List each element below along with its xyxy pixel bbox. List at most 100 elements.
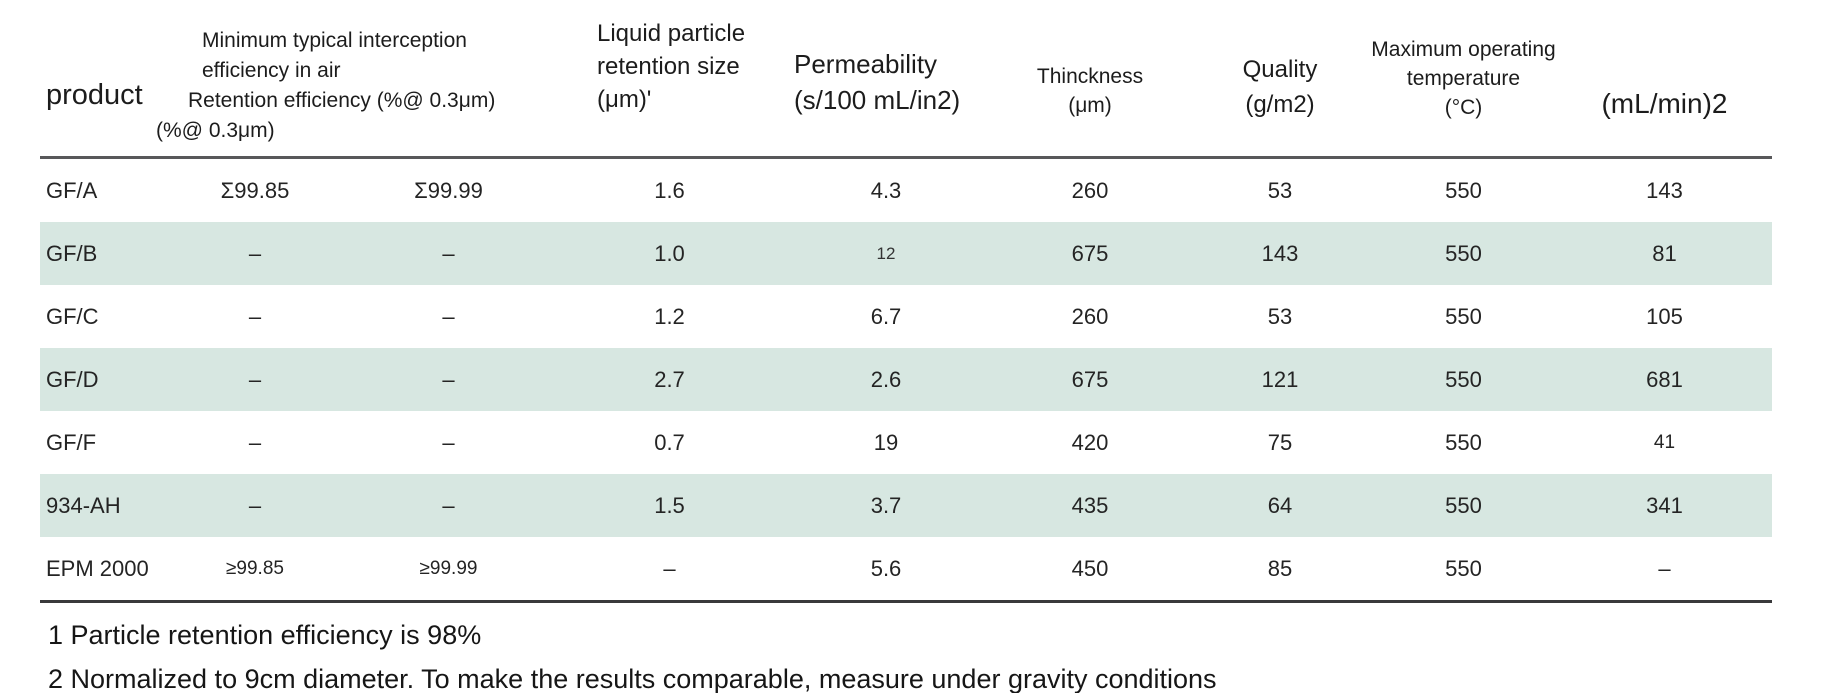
cell-air-eff-2: –	[442, 303, 455, 329]
cell-air-eff-2: ≥99.99	[419, 557, 478, 579]
product-name: GF/C	[46, 303, 99, 329]
table-row-gfd: GF/D – – 2.7 2.6 675 121 550 681	[40, 348, 1772, 411]
col-header-air-line-2: efficiency in air	[202, 59, 341, 82]
col-header-quality-line-1: Quality	[1242, 56, 1318, 83]
cell-air-eff-2: Σ99.99	[414, 177, 483, 203]
footnotes: 1 Particle retention efficiency is 98% 2…	[48, 613, 1825, 693]
cell-permeability: 4.3	[870, 177, 902, 203]
table-row-epm2000: EPM 2000 ≥99.85 ≥99.99 – 5.6 450 85 550 …	[40, 537, 1772, 600]
cell-thickness: 435	[1071, 492, 1109, 518]
col-header-thickness-line-2: (μm)	[1068, 94, 1112, 117]
cell-quality: 75	[1267, 429, 1293, 455]
col-header-quality: Quality (g/m2)	[1190, 52, 1370, 156]
cell-thickness: 260	[1071, 177, 1109, 203]
cell-air-eff-1: –	[248, 240, 262, 266]
cell-air-eff-1: ≥99.85	[226, 557, 284, 579]
cell-flow-rate: 105	[1646, 303, 1683, 329]
cell-permeability: 3.7	[870, 492, 902, 518]
cell-permeability: 6.7	[870, 303, 902, 329]
table-row-gfa: GF/A Σ99.85 Σ99.99 1.6 4.3 260 53 550 14…	[40, 159, 1772, 222]
cell-air-eff-1: –	[248, 366, 262, 392]
cell-air-eff-2: –	[442, 492, 455, 518]
cell-max-temperature: 550	[1445, 177, 1482, 203]
table-row-934ah: 934-AH – – 1.5 3.7 435 64 550 341	[40, 474, 1772, 537]
cell-flow-rate: 681	[1646, 366, 1683, 392]
cell-thickness: 675	[1071, 366, 1109, 392]
col-header-permeability: Permeability (s/100 mL/in2)	[782, 46, 990, 156]
cell-quality: 53	[1267, 303, 1293, 329]
cell-permeability: 12	[876, 243, 896, 263]
table-row-gfb: GF/B – – 1.0 12 675 143 550 81	[40, 222, 1772, 285]
cell-quality: 121	[1261, 366, 1299, 392]
col-header-product-label: product	[46, 79, 143, 111]
cell-max-temperature: 550	[1445, 555, 1482, 581]
footnote-1: 1 Particle retention efficiency is 98%	[48, 620, 482, 650]
cell-max-temperature: 550	[1445, 366, 1482, 392]
filter-spec-table: product Minimum typical interception eff…	[40, 0, 1772, 603]
col-header-liquid-line-2: retention size (μm)'	[597, 53, 740, 113]
col-header-quality-line-2: (g/m2)	[1245, 91, 1315, 118]
col-header-max-temperature: Maximum operating temperature (°C)	[1370, 35, 1557, 156]
col-header-air-efficiency: Minimum typical interception efficiency …	[156, 26, 557, 156]
cell-air-eff-1: –	[248, 303, 262, 329]
cell-permeability: 19	[873, 429, 899, 455]
cell-max-temperature: 550	[1445, 429, 1482, 455]
cell-liquid-retention: 1.5	[654, 492, 685, 518]
cell-thickness: 450	[1071, 555, 1109, 581]
cell-thickness: 675	[1071, 240, 1109, 266]
cell-air-eff-2: –	[442, 429, 455, 455]
cell-permeability: 5.6	[870, 555, 902, 581]
cell-thickness: 420	[1071, 429, 1109, 455]
col-header-liquid-retention: Liquid particle retention size (μm)'	[557, 17, 782, 156]
col-header-air-line-4: (%@ 0.3μm)	[156, 119, 275, 142]
product-name: 934-AH	[46, 492, 121, 518]
cell-max-temperature: 550	[1445, 303, 1482, 329]
cell-air-eff-2: –	[442, 366, 455, 392]
cell-liquid-retention: 1.6	[654, 177, 685, 203]
table-header-row: product Minimum typical interception eff…	[40, 0, 1772, 159]
cell-flow-rate: 81	[1652, 240, 1677, 266]
col-header-liquid-line-1: Liquid particle	[597, 20, 746, 47]
cell-max-temperature: 550	[1445, 492, 1482, 518]
product-name: GF/F	[46, 429, 97, 455]
product-name: GF/A	[46, 177, 98, 203]
col-header-flow-rate-label: (mL/min)2	[1601, 88, 1728, 119]
cell-air-eff-1: Σ99.85	[220, 177, 290, 203]
cell-quality: 64	[1267, 492, 1293, 518]
cell-liquid-retention: 2.7	[654, 366, 685, 392]
cell-flow-rate: 41	[1653, 431, 1676, 453]
col-header-thickness: Thinckness (μm)	[990, 62, 1190, 156]
product-name: GF/B	[46, 240, 98, 266]
col-header-flow-rate: (mL/min)2	[1557, 88, 1772, 156]
col-header-air-line-1: Minimum typical interception	[202, 29, 467, 52]
table-row-gfc: GF/C – – 1.2 6.7 260 53 550 105	[40, 285, 1772, 348]
product-name: GF/D	[46, 366, 99, 392]
cell-liquid-retention: –	[663, 555, 676, 581]
col-header-max-temperature-line-1: Maximum operating	[1371, 38, 1556, 61]
cell-quality: 53	[1267, 177, 1293, 203]
cell-liquid-retention: 1.0	[654, 240, 685, 266]
col-header-max-temperature-line-3: (°C)	[1444, 96, 1483, 119]
cell-quality: 85	[1267, 555, 1293, 581]
cell-air-eff-1: –	[248, 429, 262, 455]
cell-air-eff-1: –	[248, 492, 262, 518]
cell-max-temperature: 550	[1445, 240, 1482, 266]
cell-liquid-retention: 1.2	[654, 303, 685, 329]
cell-air-eff-2: –	[442, 240, 455, 266]
col-header-max-temperature-line-2: temperature	[1406, 67, 1521, 90]
col-header-permeability-line-2: (s/100 mL/in2)	[794, 85, 961, 115]
footnote-2: 2 Normalized to 9cm diameter. To make th…	[48, 664, 1217, 693]
table-body: GF/A Σ99.85 Σ99.99 1.6 4.3 260 53 550 14…	[40, 159, 1772, 603]
table-row-gff: GF/F – – 0.7 19 420 75 550 41	[40, 411, 1772, 474]
col-header-permeability-line-1: Permeability	[794, 49, 938, 79]
col-header-thickness-line-1: Thinckness	[1036, 65, 1144, 88]
cell-liquid-retention: 0.7	[654, 429, 685, 455]
col-header-product: product	[40, 79, 170, 156]
product-name: EPM 2000	[46, 555, 149, 581]
cell-flow-rate: –	[1658, 555, 1671, 581]
cell-flow-rate: 143	[1646, 177, 1683, 203]
cell-quality: 143	[1261, 240, 1299, 266]
cell-permeability: 2.6	[870, 366, 902, 392]
col-header-air-line-3: Retention efficiency (%@ 0.3μm)	[188, 89, 496, 112]
